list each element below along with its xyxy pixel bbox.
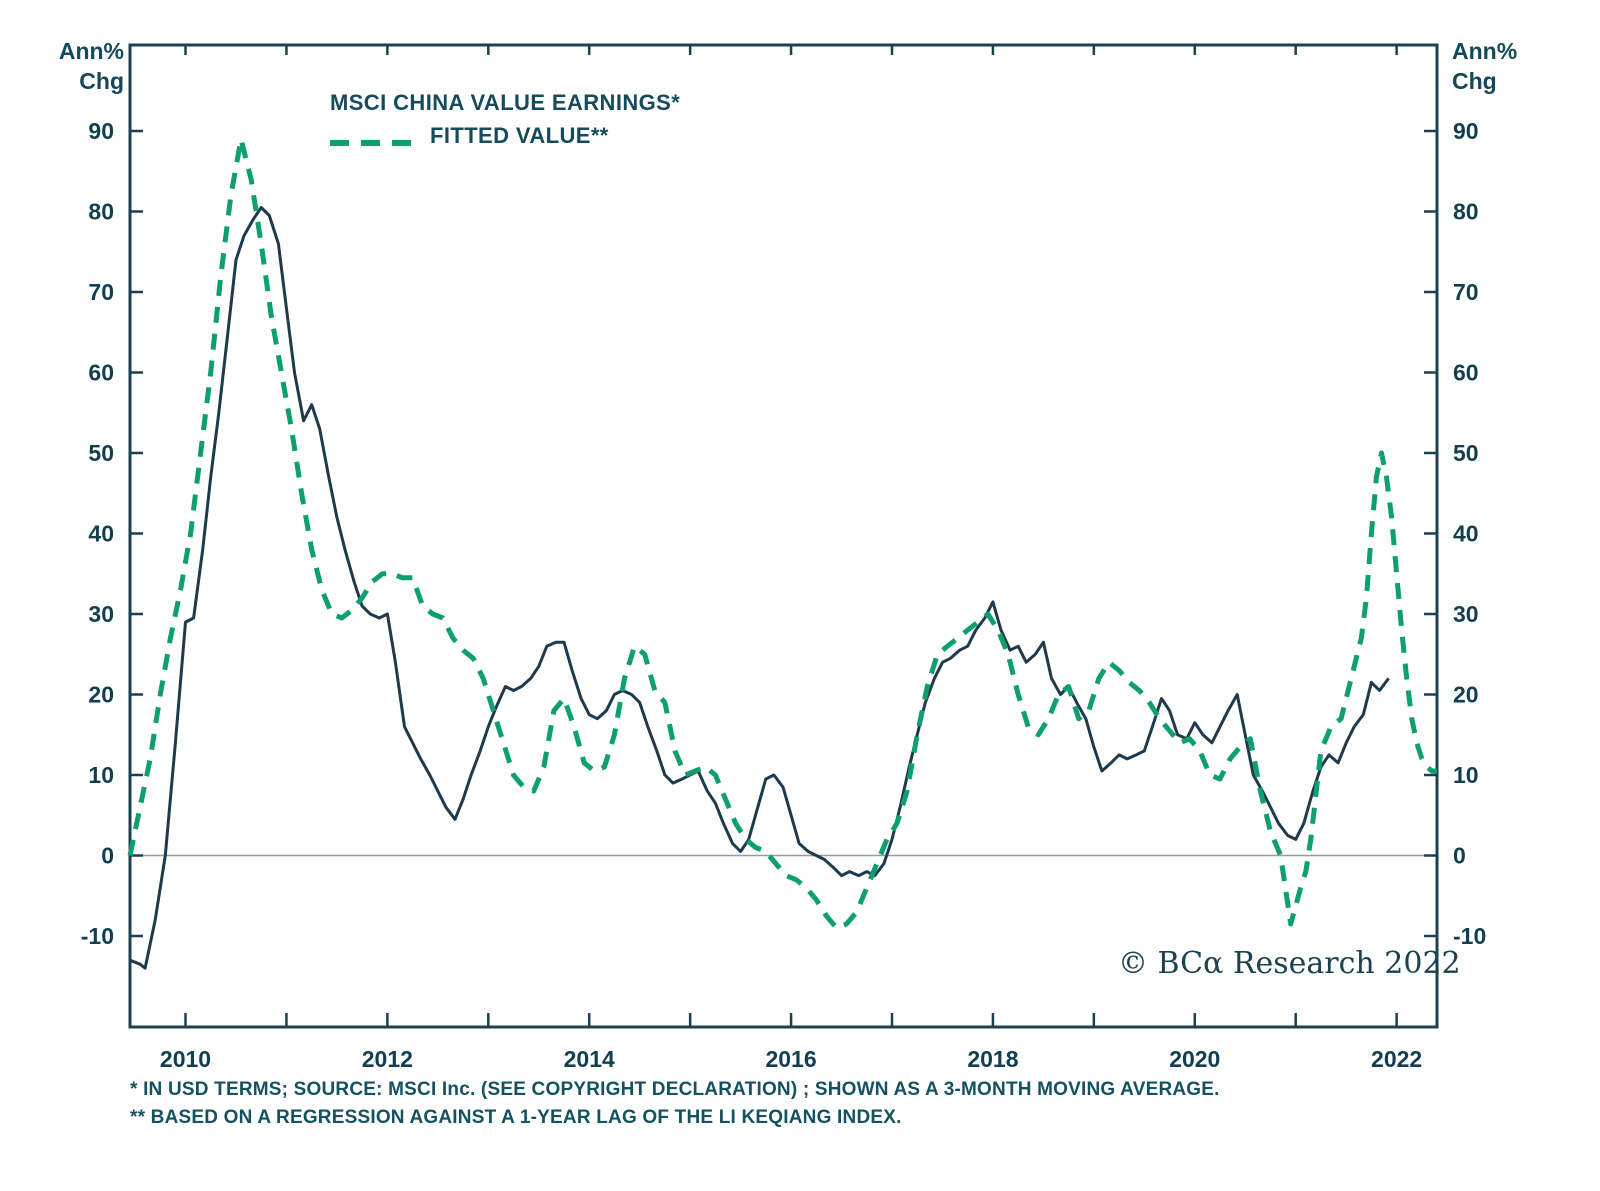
y-tick-label-left: 40	[88, 521, 114, 547]
y-tick-label-left: 0	[101, 843, 114, 869]
x-tick-label: 2020	[1169, 1046, 1220, 1072]
y-tick-label-right: 30	[1453, 601, 1479, 627]
y-tick-label-right: 50	[1453, 440, 1479, 466]
y-tick-label-left: -10	[81, 923, 114, 949]
x-tick-label: 2012	[362, 1046, 413, 1072]
y-tick-label-left: 90	[88, 118, 114, 144]
y-tick-label-right: 40	[1453, 521, 1479, 547]
y-tick-label-right: 70	[1453, 279, 1479, 305]
y-tick-label-left: 10	[88, 762, 114, 788]
y-tick-label-left: 60	[88, 360, 114, 386]
legend: MSCI CHINA VALUE EARNINGS* FITTED VALUE*…	[330, 86, 680, 152]
series-path-fitted	[127, 136, 1437, 931]
y-tick-label-left: 30	[88, 601, 114, 627]
footnotes: * IN USD TERMS; SOURCE: MSCI Inc. (SEE C…	[130, 1076, 1220, 1132]
copyright: © BCα Research 2022	[1118, 946, 1461, 981]
legend-series-2-label: FITTED VALUE**	[430, 122, 609, 148]
legend-series-1-label: MSCI CHINA VALUE EARNINGS*	[330, 89, 681, 115]
y-axis-unit-left: Ann% Chg	[48, 36, 124, 96]
y-tick-label-left: 20	[88, 682, 114, 708]
legend-row-msci: MSCI CHINA VALUE EARNINGS*	[330, 86, 680, 119]
y-axis-unit-right-line2: Chg	[1452, 68, 1497, 94]
y-axis-unit-right-line1: Ann%	[1452, 38, 1518, 64]
y-tick-label-right: 80	[1453, 199, 1479, 225]
y-axis-unit-left-line1: Ann%	[58, 38, 124, 64]
y-tick-label-right: 60	[1453, 360, 1479, 386]
footnote-2: ** BASED ON A REGRESSION AGAINST A 1-YEA…	[130, 1107, 902, 1128]
legend-row-fitted: FITTED VALUE**	[330, 119, 680, 152]
x-tick-label: 2022	[1371, 1046, 1422, 1072]
y-tick-label-left: 50	[88, 440, 114, 466]
y-tick-label-right: 0	[1453, 843, 1466, 869]
footnote-1: * IN USD TERMS; SOURCE: MSCI Inc. (SEE C…	[130, 1079, 1220, 1100]
x-tick-label: 2016	[765, 1046, 816, 1072]
y-tick-label-left: 70	[88, 279, 114, 305]
x-tick-label: 2014	[564, 1046, 615, 1072]
y-tick-label-right: 10	[1453, 762, 1479, 788]
y-tick-label-right: 20	[1453, 682, 1479, 708]
x-tick-label: 2018	[967, 1046, 1018, 1072]
x-tick-label: 2010	[160, 1046, 211, 1072]
y-tick-label-right: 90	[1453, 118, 1479, 144]
y-axis-unit-left-line2: Chg	[79, 68, 124, 94]
series-path-msci	[129, 206, 1390, 970]
y-tick-label-left: 80	[88, 199, 114, 225]
y-axis-unit-right: Ann% Chg	[1452, 36, 1528, 96]
dashed-line-sample-icon	[330, 133, 416, 146]
plot-frame	[128, 43, 1439, 1029]
y-tick-label-right: -10	[1453, 923, 1486, 949]
